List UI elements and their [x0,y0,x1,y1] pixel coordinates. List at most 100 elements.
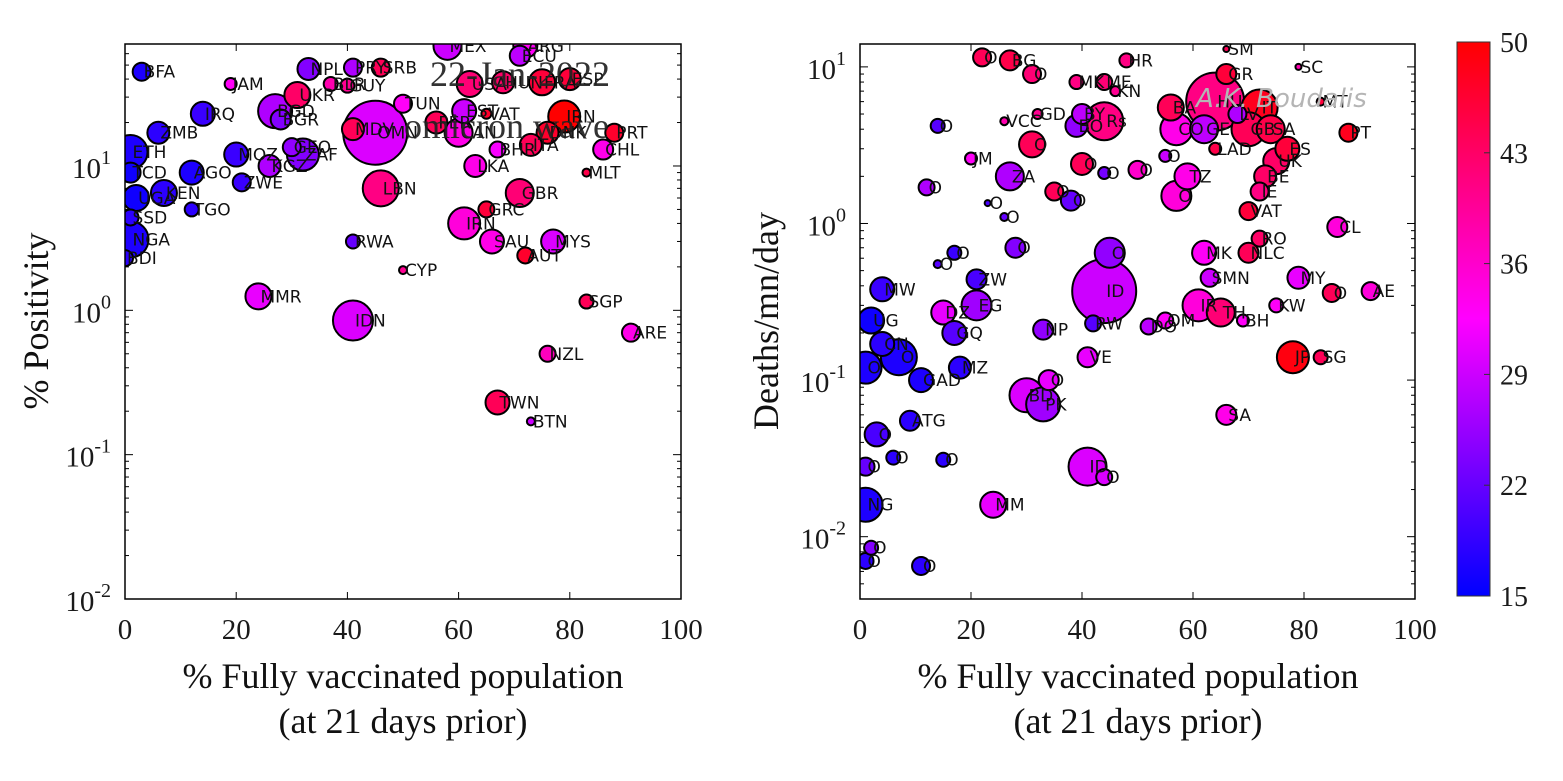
data-point [935,451,952,468]
y-tick-base: 10 [65,586,94,618]
data-point [1118,52,1135,69]
x-axis-title-right-line2: (at 21 days prior) [1014,701,1263,741]
data-point [1093,236,1126,269]
data-point [1208,141,1223,156]
point-label: EG [979,296,1003,316]
point-label: O [990,194,1003,214]
data-point [339,77,356,94]
data-point [1109,85,1122,98]
data-point [1222,45,1231,54]
y-tick-base: 10 [807,210,836,242]
point-label: GR [1228,65,1253,85]
data-point [525,416,536,427]
point-label: GBR [522,184,559,204]
data-point [398,265,408,276]
point-label: VCC [1006,112,1041,132]
point-label: IDN [355,312,386,332]
point-label: NPL [310,60,343,80]
data-point [447,206,482,241]
point-label: KEN [166,184,201,204]
data-point [1037,369,1060,392]
data-point [604,122,625,143]
data-point [516,246,535,265]
data-point [860,456,876,477]
data-point [581,167,592,178]
point-label: O [1006,208,1019,228]
data-point [998,49,1021,72]
point-label: BDI [127,249,157,269]
point-label: O [929,178,942,198]
point-label: GE [1206,120,1230,140]
data-point [1238,201,1259,222]
data-point [908,367,935,394]
point-label: NG [868,496,894,516]
y-tick-exponent: 0 [836,204,846,226]
data-point [1070,151,1094,176]
point-label: VE [1090,348,1112,368]
data-point [1059,189,1082,212]
data-point [1360,281,1381,302]
point-label: O [1034,135,1047,155]
point-label: UK [1278,152,1302,172]
data-point [342,57,363,78]
y-tick-label: 100 [807,204,846,242]
point-label: ID [1106,282,1124,302]
point-label: NZL [550,345,584,365]
y-tick-label: 101 [807,48,846,86]
data-point [478,228,505,255]
point-label: LBN [383,179,417,199]
data-point [911,555,932,576]
point-label: BG [1012,51,1037,71]
data-point [1312,349,1329,366]
point-label: O [1178,187,1191,207]
data-point [125,161,142,184]
data-point [424,110,449,135]
point-label: OMN [377,124,418,144]
plot-frame-right [859,43,1416,600]
point-label: SM [1228,40,1253,60]
data-point [508,44,531,67]
data-point [1326,215,1349,238]
point-label: ID [1090,458,1108,478]
data-point [860,486,884,523]
data-point [947,355,972,380]
data-point [1215,403,1238,426]
point-label: MY [1300,269,1326,289]
point-label: O [923,557,936,577]
point-label: TWN [499,393,540,413]
point-label: O [868,552,881,572]
point-label: O [868,458,881,478]
point-label: ITA [533,136,559,156]
data-point [860,306,886,335]
point-label: ME [1106,73,1131,93]
point-label: MK [1078,73,1105,93]
point-label: GQ [956,324,983,344]
data-point [1156,311,1175,330]
data-point [960,289,993,322]
y-axis-title-left: % Positivity [16,232,56,409]
point-label: SRB [383,59,417,79]
data-point [1294,62,1303,71]
data-point [917,178,936,197]
y-tick-label: 100 [72,291,111,329]
data-point [223,141,250,168]
x-tick-label: 60 [1179,614,1208,646]
data-point [518,132,543,157]
point-label: AGO [194,164,232,184]
point-label: O [1051,371,1064,391]
point-label: UKR [299,86,335,106]
point-label: JM [972,149,993,169]
point-label: BY [1084,105,1106,125]
point-label: TZ [1188,167,1211,187]
point-label: O [1334,284,1347,304]
point-label: O [1106,164,1119,184]
point-label: O [873,539,886,559]
point-label: GAD [923,371,961,391]
point-label: GD [1040,105,1066,125]
data-point [484,389,511,416]
data-point [983,199,992,208]
point-label: NP [1045,321,1068,341]
point-label: IE [1262,183,1278,203]
point-label: CHL [605,141,640,161]
